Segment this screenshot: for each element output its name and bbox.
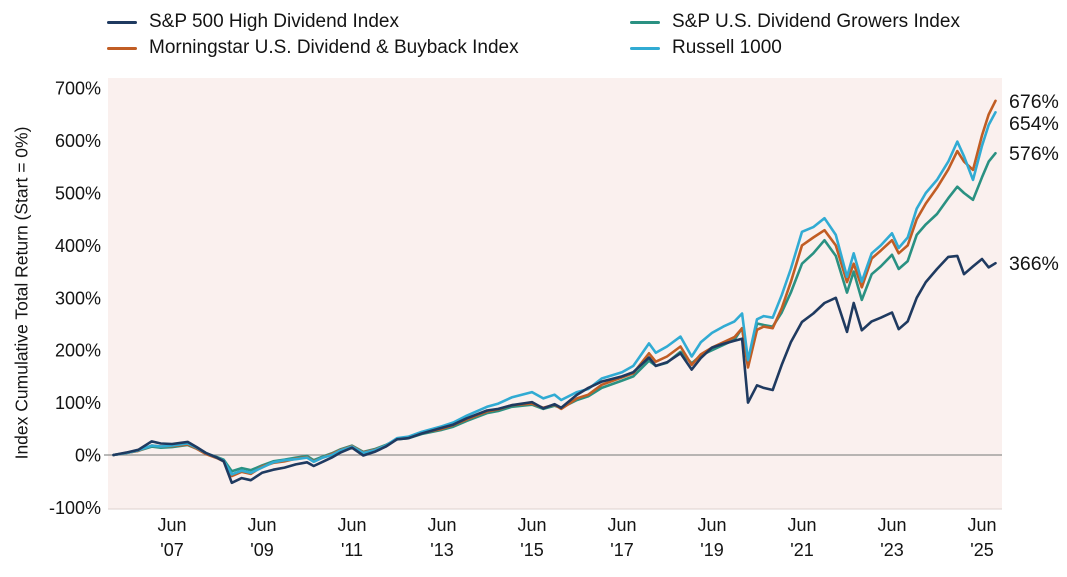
legend-item: S&P U.S. Dividend Growers Index	[630, 10, 960, 34]
y-axis-title: Index Cumulative Total Return (Start = 0…	[11, 126, 32, 460]
x-tick-year-label: '21	[790, 540, 813, 560]
x-tick-month-label: Jun	[877, 515, 906, 535]
y-tick-label: 700%	[55, 79, 101, 99]
legend-item: Morningstar U.S. Dividend & Buyback Inde…	[107, 36, 519, 60]
x-tick-month-label: Jun	[967, 515, 996, 535]
legend-line-swatch	[630, 20, 660, 24]
legend-line-swatch	[107, 46, 137, 50]
x-tick-month-label: Jun	[427, 515, 456, 535]
y-tick-label: 400%	[55, 236, 101, 256]
x-tick-year-label: '09	[250, 540, 273, 560]
legend-line-swatch	[630, 46, 660, 50]
legend-label: Morningstar U.S. Dividend & Buyback Inde…	[149, 37, 519, 58]
y-tick-label: 300%	[55, 288, 101, 308]
legend-item: Russell 1000	[630, 36, 782, 60]
y-tick-label: 200%	[55, 341, 101, 361]
x-tick-month-label: Jun	[517, 515, 546, 535]
x-tick-year-label: '17	[610, 540, 633, 560]
x-tick-year-label: '11	[341, 540, 363, 560]
x-tick-year-label: '19	[700, 540, 723, 560]
y-tick-label: 500%	[55, 184, 101, 204]
series-line	[112, 254, 997, 485]
x-tick-month-label: Jun	[787, 515, 816, 535]
series-end-value-label: 654%	[1009, 113, 1059, 135]
x-tick-month-label: Jun	[697, 515, 726, 535]
x-tick-month-label: Jun	[157, 515, 186, 535]
plot-area	[108, 78, 1002, 509]
x-tick-year-label: '23	[880, 540, 903, 560]
series-line	[112, 151, 997, 473]
y-tick-label: 100%	[55, 393, 101, 413]
series-end-value-label: 576%	[1009, 143, 1059, 165]
y-tick-label: 600%	[55, 131, 101, 151]
y-tick-label: -100%	[49, 498, 101, 518]
legend-label: Russell 1000	[672, 37, 782, 58]
legend-line-swatch	[107, 20, 137, 24]
legend-label: S&P U.S. Dividend Growers Index	[672, 11, 960, 32]
x-tick-year-label: '15	[520, 540, 543, 560]
series-end-value-label: 366%	[1009, 253, 1059, 275]
x-tick-month-label: Jun	[247, 515, 276, 535]
x-tick-month-label: Jun	[607, 515, 636, 535]
x-tick-year-label: '13	[430, 540, 453, 560]
x-tick-month-label: Jun	[337, 515, 366, 535]
legend-label: S&P 500 High Dividend Index	[149, 11, 399, 32]
legend-item: S&P 500 High Dividend Index	[107, 10, 399, 34]
y-tick-label: 0%	[75, 446, 101, 466]
x-tick-year-label: '25	[970, 540, 993, 560]
series-end-value-label: 676%	[1009, 91, 1059, 113]
x-tick-year-label: '07	[160, 540, 183, 560]
